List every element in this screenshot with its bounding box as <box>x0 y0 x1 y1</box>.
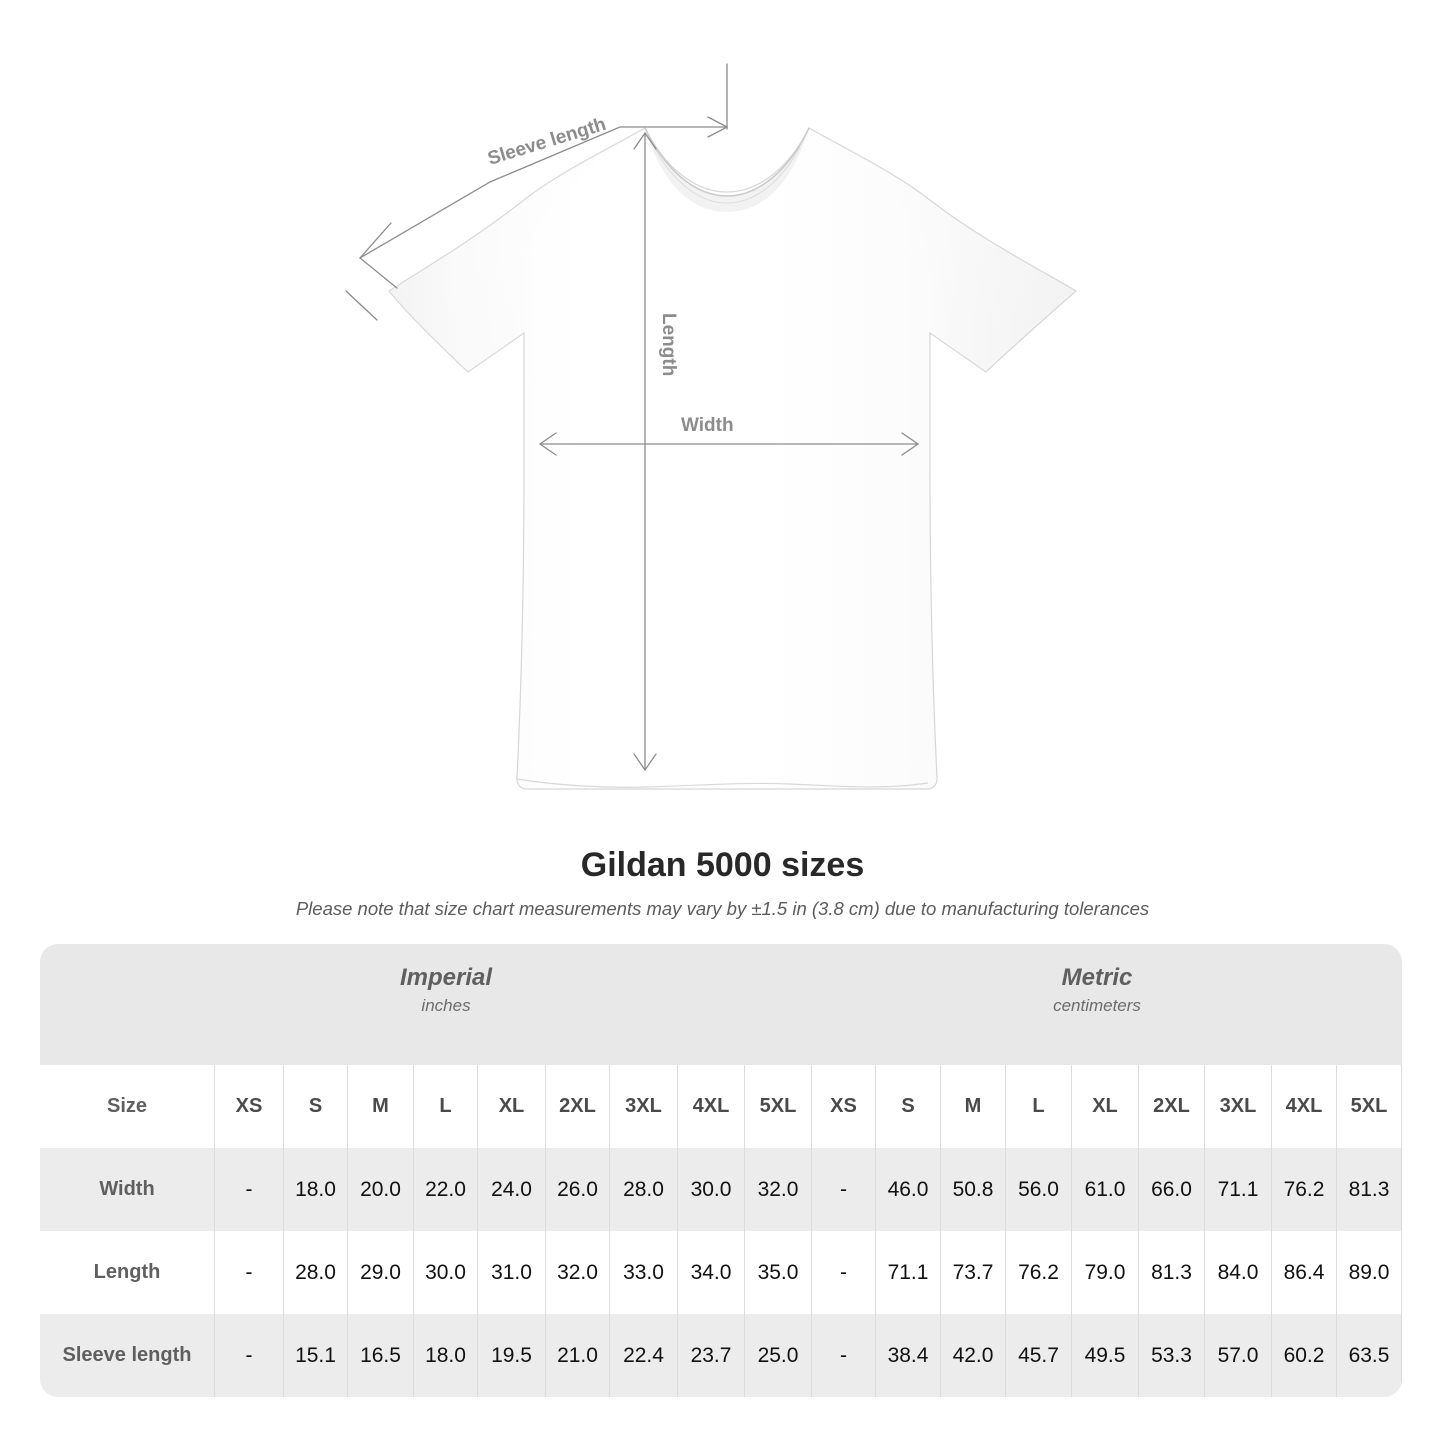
svg-text:Width: Width <box>681 415 734 436</box>
svg-text:Length: Length <box>658 313 679 376</box>
